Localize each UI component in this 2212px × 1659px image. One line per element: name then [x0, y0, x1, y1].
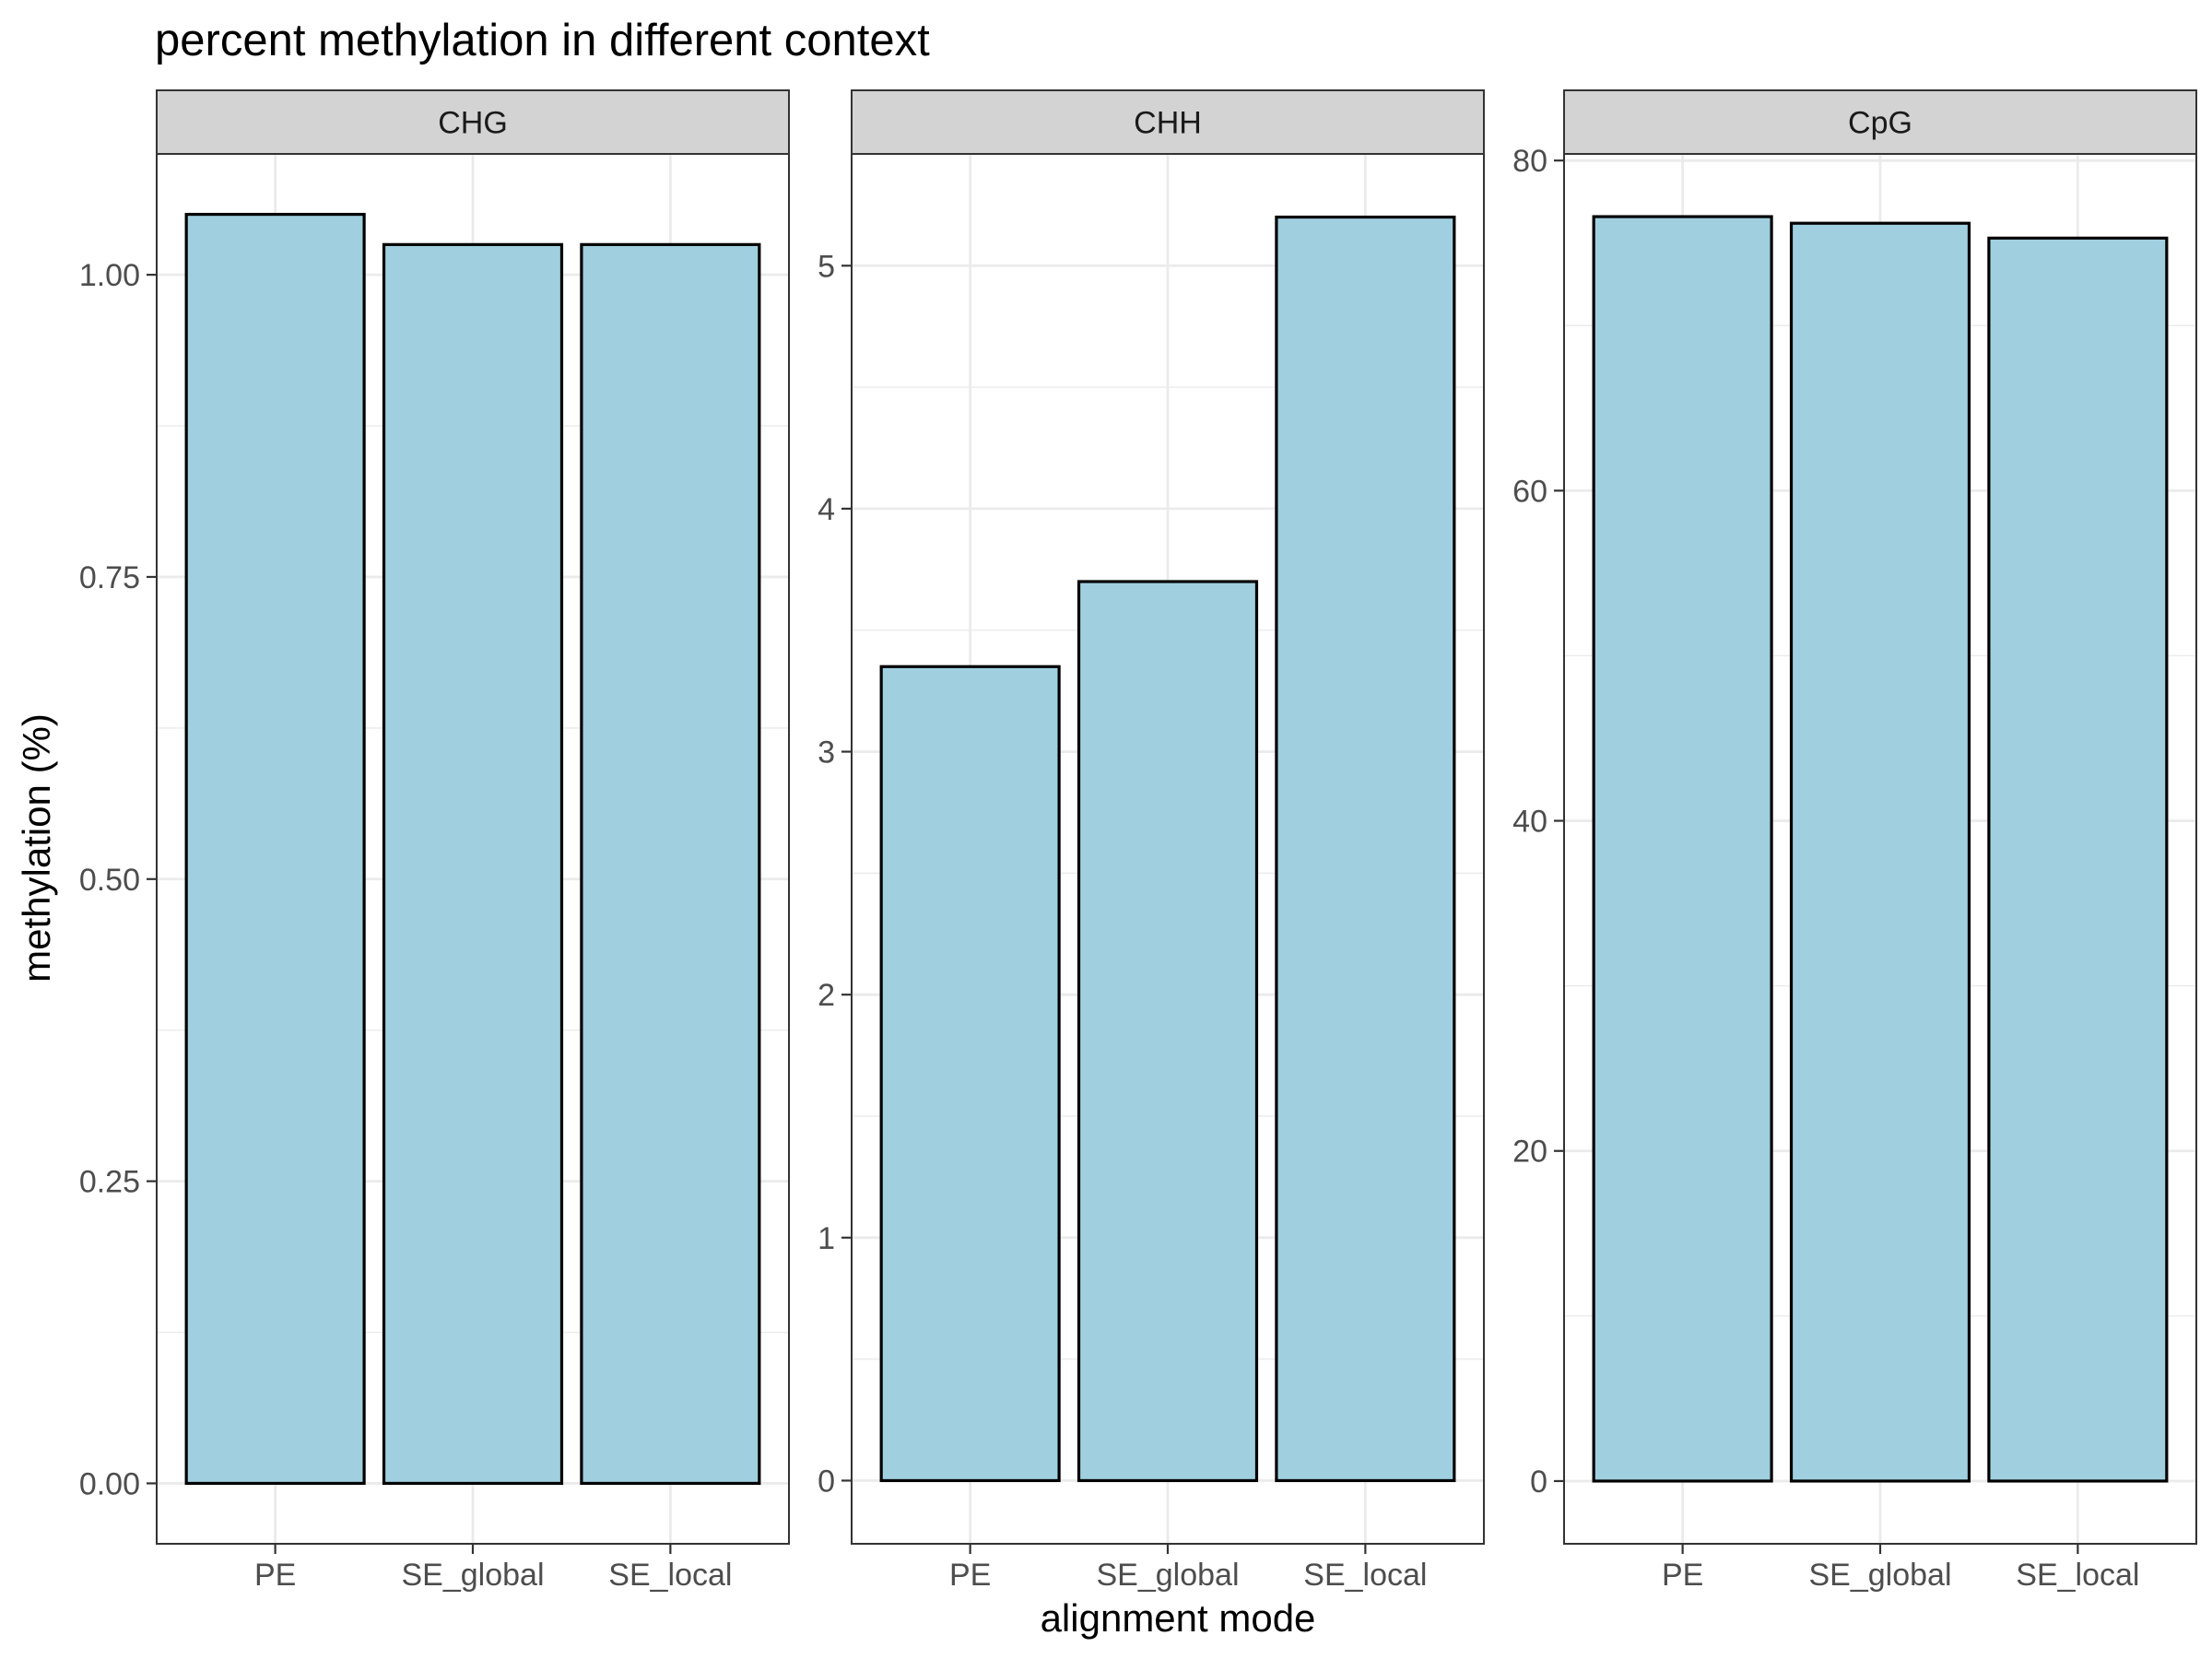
y-tick-label: 1.00: [79, 258, 140, 293]
bar-chg-se_global: [382, 242, 564, 1486]
y-tick-label: 20: [1512, 1135, 1547, 1170]
x-tick-label: SE_global: [401, 1558, 544, 1593]
x-tick-label: PE: [254, 1558, 296, 1593]
y-axis-title: methylation (%): [15, 713, 58, 982]
x-tick-label: SE_global: [1096, 1558, 1239, 1593]
chart-title: percent methylation in different context: [155, 16, 930, 65]
y-tick-label: 0: [818, 1464, 835, 1499]
x-axis-title: alignment mode: [1041, 1596, 1316, 1640]
y-tick-label: 0.00: [79, 1466, 140, 1501]
x-tick-label: PE: [1662, 1558, 1703, 1593]
y-tick-label: 40: [1512, 805, 1547, 840]
y-tick-label: 0.75: [79, 560, 140, 595]
y-tick-label: 4: [818, 492, 835, 527]
y-tick-label: 0.25: [79, 1165, 140, 1200]
x-tick-label: SE_local: [608, 1558, 732, 1593]
bar-chh-se_global: [1077, 580, 1259, 1483]
facet-strip: [851, 89, 1485, 155]
facet-strip: [156, 89, 790, 155]
bar-cpg-se_local: [1987, 236, 2169, 1483]
facet-strip-label: CHH: [1134, 106, 1202, 141]
y-tick-label: 1: [818, 1221, 835, 1256]
y-tick-label: 60: [1512, 474, 1547, 509]
y-tick-label: 0: [1530, 1465, 1547, 1500]
bar-chg-se_local: [580, 242, 761, 1486]
facet-strip: [1563, 89, 2197, 155]
bar-chh-pe: [879, 665, 1061, 1483]
panel-chg: CHG 0.00 0.25 0.50 0.75 1.00 PE SE_global SE_loc…: [79, 89, 790, 1593]
panel-cpg: CpG 0 20 40 60 80 PE SE_global SE_local: [1512, 89, 2197, 1593]
bar-cpg-se_global: [1789, 221, 1971, 1483]
x-tick-label: SE_global: [1808, 1558, 1951, 1593]
facet-panels: CHG 0.00 0.25 0.50 0.75 1.00 PE SE_global SE_loc…: [79, 89, 2197, 1593]
facet-strip-label: CpG: [1848, 106, 1912, 141]
bar-chg-pe: [184, 212, 366, 1486]
y-tick-label: 80: [1512, 144, 1547, 179]
y-tick-label: 5: [818, 249, 835, 284]
facet-strip-label: CHG: [438, 106, 508, 141]
y-tick-label: 0.50: [79, 863, 140, 898]
x-tick-label: PE: [949, 1558, 991, 1593]
x-tick-label: SE_local: [1303, 1558, 1427, 1593]
x-tick-label: SE_local: [2016, 1558, 2139, 1593]
bar-cpg-pe: [1592, 215, 1773, 1483]
y-tick-label: 2: [818, 978, 835, 1013]
y-tick-label: 3: [818, 735, 835, 771]
bar-chh-se_local: [1275, 215, 1456, 1483]
panel-chh: CHH 0 1 2 3 4 5 PE SE_global SE_local: [818, 89, 1485, 1593]
